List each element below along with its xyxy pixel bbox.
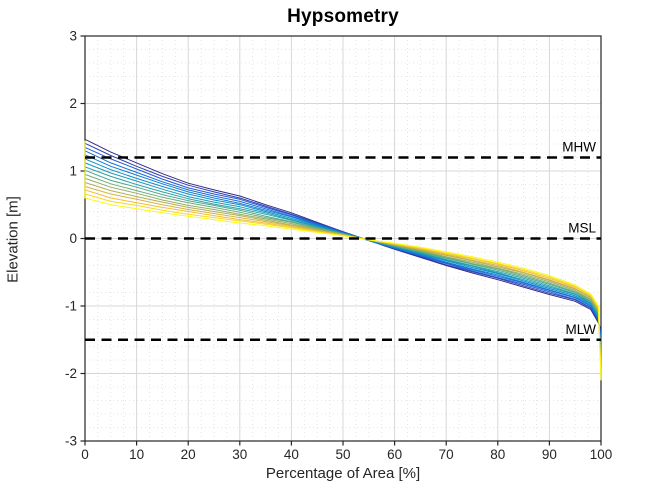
y-tick-label: 0 xyxy=(69,231,77,246)
y-tick-label: 3 xyxy=(69,29,77,44)
y-tick-label: -2 xyxy=(65,366,77,381)
x-tick-label: 0 xyxy=(81,447,89,462)
chart-title: Hypsometry xyxy=(287,6,399,27)
x-tick-label: 50 xyxy=(335,447,350,462)
x-tick-label: 100 xyxy=(590,447,613,462)
x-tick-label: 80 xyxy=(490,447,505,462)
x-tick-label: 40 xyxy=(284,447,299,462)
x-tick-label: 20 xyxy=(181,447,196,462)
x-tick-label: 10 xyxy=(129,447,144,462)
x-tick-label: 60 xyxy=(387,447,402,462)
curve-hypso-06 xyxy=(84,158,602,347)
x-tick-label: 70 xyxy=(439,447,454,462)
y-tick-label: -3 xyxy=(65,434,77,449)
x-tick-label: 30 xyxy=(232,447,247,462)
reference-label-mhw: MHW xyxy=(562,140,596,155)
reference-label-mlw: MLW xyxy=(566,322,597,337)
x-axis-label: Percentage of Area [%] xyxy=(265,465,421,482)
y-tick-label: -1 xyxy=(65,299,77,314)
reference-label-msl: MSL xyxy=(568,221,596,236)
y-axis-label: Elevation [m] xyxy=(4,196,22,283)
y-tick-label: 1 xyxy=(69,164,77,179)
y-tick-label: 2 xyxy=(69,96,77,111)
x-tick-label: 90 xyxy=(542,447,557,462)
